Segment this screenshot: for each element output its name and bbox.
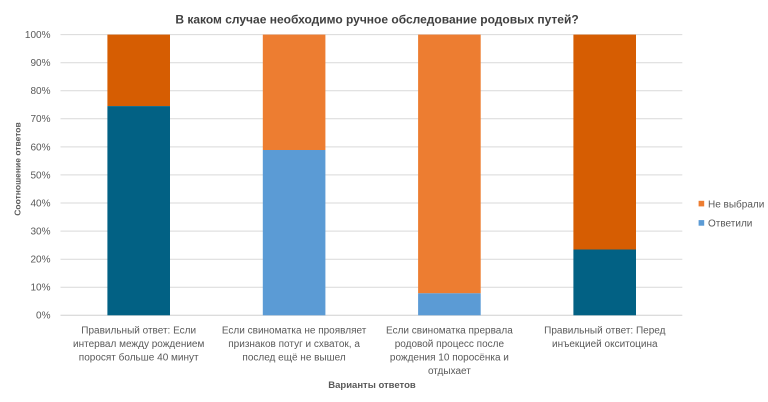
svg-text:30%: 30% xyxy=(30,227,50,238)
svg-text:поросят больше 40 минут: поросят больше 40 минут xyxy=(79,352,199,364)
svg-text:интервал между рождением: интервал между рождением xyxy=(73,339,204,350)
svg-text:Ответили: Ответили xyxy=(708,219,752,230)
svg-text:50%: 50% xyxy=(30,170,50,181)
svg-text:10%: 10% xyxy=(30,283,50,294)
svg-text:Правильный ответ: Перед: Правильный ответ: Перед xyxy=(544,325,665,336)
svg-text:Если свиноматка прервала: Если свиноматка прервала xyxy=(386,325,513,336)
svg-text:Если свиноматка не проявляет: Если свиноматка не проявляет xyxy=(222,325,367,336)
svg-text:признаков потуг и схваток, а: признаков потуг и схваток, а xyxy=(228,339,360,350)
svg-text:60%: 60% xyxy=(30,142,50,153)
svg-text:100%: 100% xyxy=(25,30,51,41)
svg-text:инъекцией окситоцина: инъекцией окситоцина xyxy=(552,339,658,350)
svg-text:90%: 90% xyxy=(30,58,50,69)
svg-text:Не выбрали: Не выбрали xyxy=(708,198,764,210)
svg-text:Соотношение ответов: Соотношение ответов xyxy=(13,122,23,215)
svg-text:отдыхает: отдыхает xyxy=(428,366,471,377)
svg-text:В каком случае необходимо ручн: В каком случае необходимо ручное обследо… xyxy=(175,12,578,26)
svg-text:послед ещё не вышел: послед ещё не вышел xyxy=(242,353,346,364)
svg-text:40%: 40% xyxy=(30,198,50,209)
svg-text:0%: 0% xyxy=(36,311,51,322)
svg-text:80%: 80% xyxy=(30,86,50,97)
svg-text:Правильный ответ: Если: Правильный ответ: Если xyxy=(81,325,196,336)
svg-text:рождения 10 поросёнка и: рождения 10 поросёнка и xyxy=(390,353,509,364)
svg-text:родовой процесс после: родовой процесс после xyxy=(395,339,505,350)
svg-text:20%: 20% xyxy=(30,255,50,266)
svg-text:70%: 70% xyxy=(30,114,50,125)
svg-text:Варианты ответов: Варианты ответов xyxy=(328,380,416,391)
